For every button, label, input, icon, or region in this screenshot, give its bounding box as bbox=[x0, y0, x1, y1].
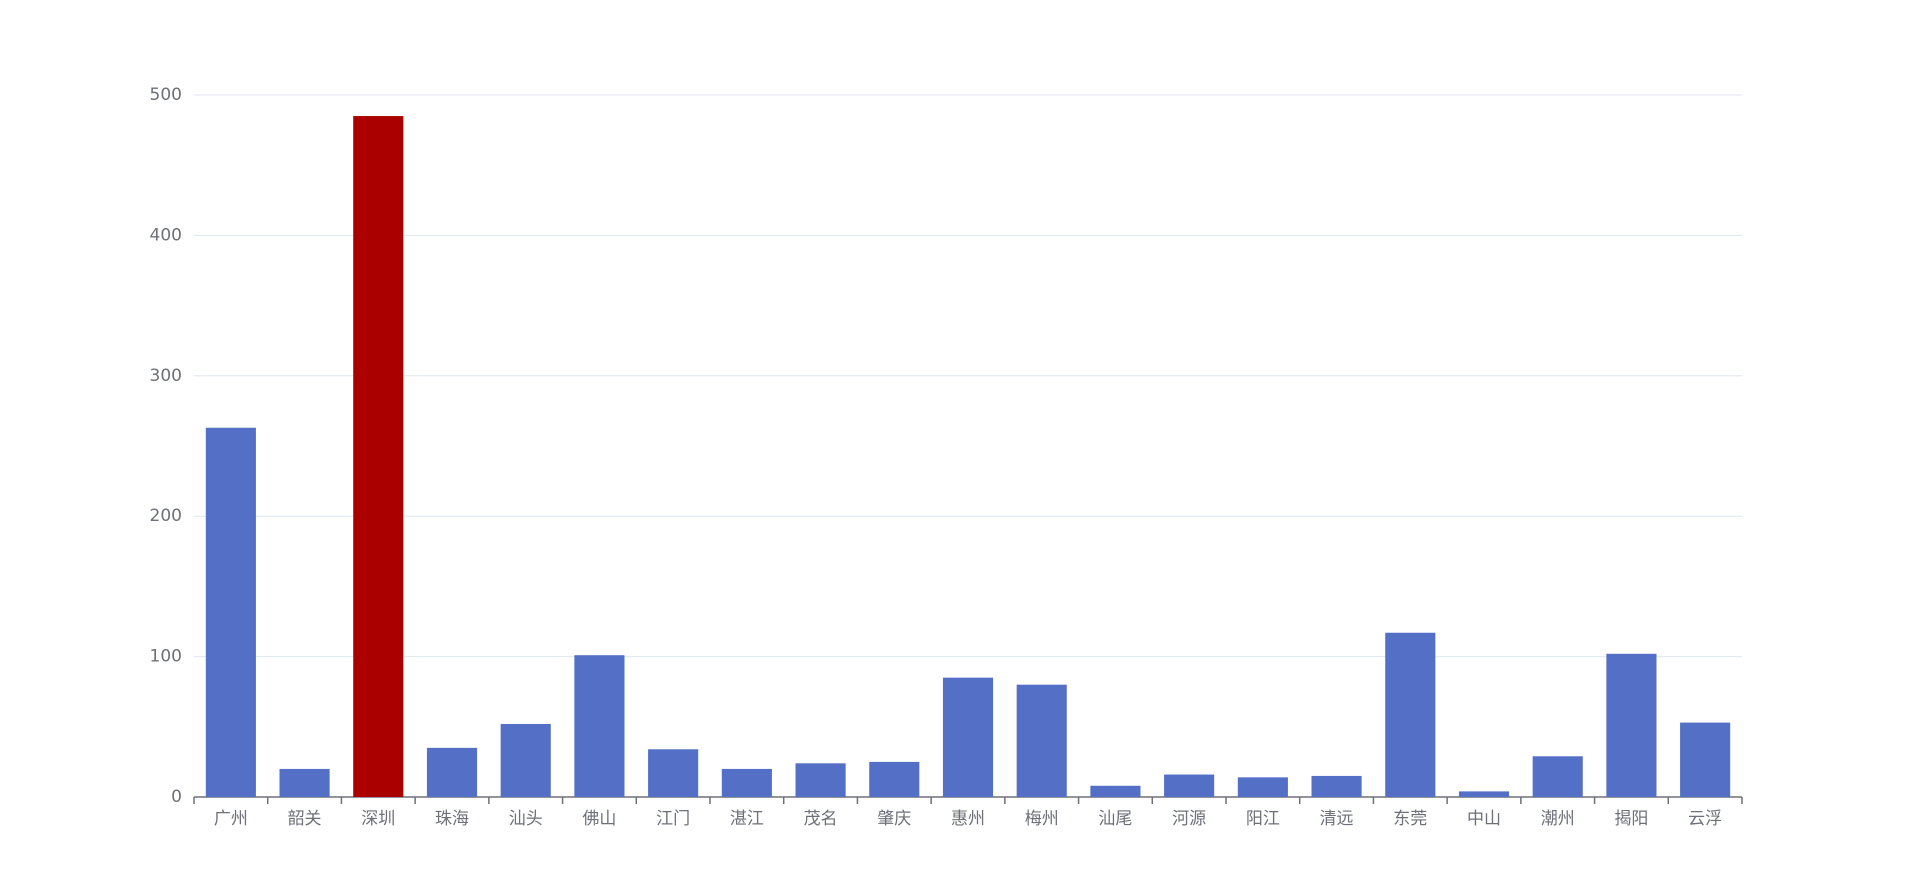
y-tick-label: 0 bbox=[171, 787, 182, 807]
bar bbox=[500, 723, 551, 797]
x-tick-label: 佛山 bbox=[582, 809, 616, 829]
y-tick-label: 300 bbox=[150, 366, 182, 386]
x-tick-label: 中山 bbox=[1467, 809, 1501, 829]
x-tick-label: 汕尾 bbox=[1098, 809, 1132, 829]
bar bbox=[869, 761, 920, 797]
bar bbox=[1532, 756, 1583, 797]
x-tick-label: 潮州 bbox=[1541, 809, 1575, 829]
bar bbox=[721, 768, 772, 797]
x-tick-label: 深圳 bbox=[361, 809, 395, 829]
bar bbox=[353, 116, 404, 797]
bar bbox=[648, 749, 699, 797]
bar bbox=[205, 427, 256, 797]
bar bbox=[795, 763, 846, 797]
x-tick-label: 广州 bbox=[214, 809, 248, 829]
bar bbox=[426, 747, 478, 797]
x-tick-label: 清远 bbox=[1320, 809, 1354, 829]
x-tick-label: 揭阳 bbox=[1614, 809, 1648, 829]
x-tick-label: 珠海 bbox=[435, 809, 469, 829]
y-tick-label: 500 bbox=[150, 85, 182, 105]
y-tick-label: 400 bbox=[150, 225, 182, 245]
x-tick-label: 云浮 bbox=[1688, 809, 1722, 829]
bar bbox=[574, 655, 625, 797]
x-tick-label: 梅州 bbox=[1025, 809, 1059, 829]
bar bbox=[942, 677, 994, 797]
bar bbox=[1016, 684, 1067, 797]
x-tick-label: 茂名 bbox=[804, 809, 838, 829]
bar bbox=[1458, 791, 1510, 797]
bar bbox=[1164, 774, 1215, 797]
x-tick-label: 汕头 bbox=[509, 809, 543, 829]
bar bbox=[1606, 653, 1657, 797]
x-tick-label: 阳江 bbox=[1246, 809, 1280, 829]
x-tick-label: 惠州 bbox=[951, 809, 985, 829]
x-tick-label: 肇庆 bbox=[877, 809, 911, 829]
bar bbox=[1680, 722, 1731, 797]
bar bbox=[1237, 777, 1288, 797]
y-tick-label: 200 bbox=[150, 506, 182, 526]
x-tick-label: 东莞 bbox=[1393, 809, 1427, 829]
x-tick-label: 河源 bbox=[1172, 809, 1206, 829]
bar bbox=[279, 768, 330, 797]
x-tick-label: 江门 bbox=[656, 809, 690, 829]
bar bbox=[1311, 775, 1362, 797]
y-tick-label: 100 bbox=[150, 647, 182, 667]
bar bbox=[1090, 785, 1141, 797]
bar bbox=[1385, 632, 1436, 797]
x-tick-label: 韶关 bbox=[288, 809, 322, 829]
x-tick-label: 湛江 bbox=[730, 809, 764, 829]
